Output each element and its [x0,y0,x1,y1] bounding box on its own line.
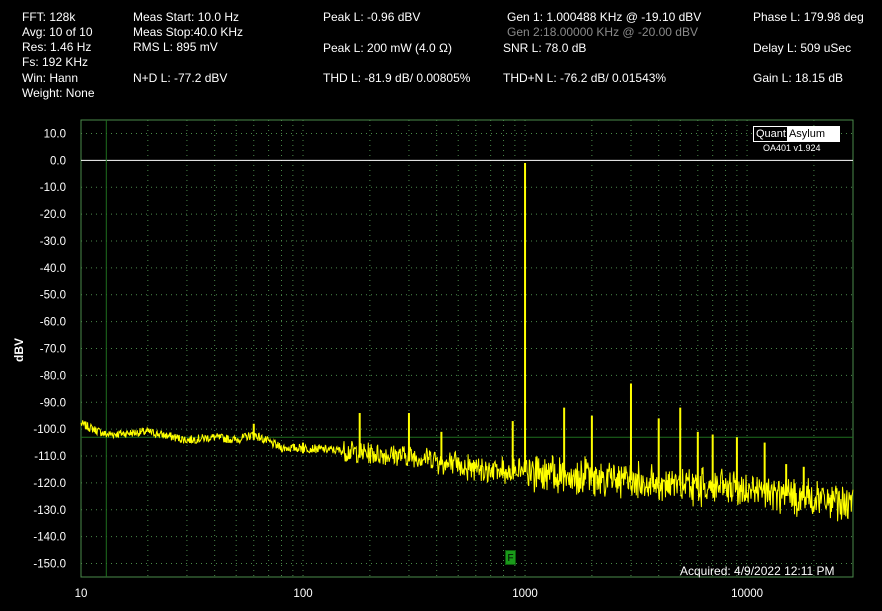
quantasylum-logo: Quant Asylum [753,126,840,142]
thd-label: THD L: -81.9 dB/ 0.00805% [323,71,471,85]
y-tick-label: -80.0 [40,370,66,382]
y-tick-label: -110.0 [34,451,66,463]
gen2-label: Gen 2:18.00000 KHz @ -20.00 dBV [507,25,698,39]
noise-floor-trace [80,420,854,522]
y-tick-label: 10.0 [44,128,66,140]
y-tick-label: -120.0 [33,478,66,490]
y-tick-label: -40.0 [40,263,66,275]
x-tick-label: 1000 [512,588,538,600]
x-tick-label: 100 [293,588,312,600]
y-tick-label: 0.0 [50,155,66,167]
x-tick-label: 10 [75,588,88,600]
y-tick-label: -60.0 [40,317,66,329]
phase-label: Phase L: 179.98 deg [753,10,864,24]
peak-dbv-label: Peak L: -0.96 dBV [323,10,421,24]
y-tick-label: -10.0 [40,182,66,194]
thd-n-label: THD+N L: -76.2 dB/ 0.01543% [503,71,667,85]
y-tick-label: -150.0 [33,559,66,571]
noise-distortion-label: N+D L: -77.2 dBV [133,71,228,85]
fft-size-label: FFT: 128k [22,10,76,24]
gen1-label: Gen 1: 1.000488 KHz @ -19.10 dBV [507,10,702,24]
logo-part2: Asylum [786,127,839,141]
y-tick-label: -90.0 [40,397,66,409]
acquired-timestamp: Acquired: 4/9/2022 12:11 PM [680,564,835,578]
fundamental-marker[interactable]: F [505,550,516,565]
logo-part1: Quant [754,127,787,141]
delay-label: Delay L: 509 uSec [753,41,852,55]
y-tick-label: -130.0 [33,505,66,517]
snr-label: SNR L: 78.0 dB [503,41,587,55]
y-tick-labels: 10.0 0.0 -10.0 -20.0 -30.0 -40.0 -50.0 -60.0 -70… [33,128,66,570]
meas-start-label: Meas Start: 10.0 Hz [133,10,240,24]
y-tick-label: -100.0 [33,424,66,436]
peak-power-label: Peak L: 200 mW (4.0 Ω) [323,41,453,55]
y-tick-label: -30.0 [40,236,66,248]
sample-rate-label: Fs: 192 KHz [22,55,89,69]
traces [80,163,854,522]
averaging-label: Avg: 10 of 10 [22,25,93,39]
x-tick-labels: 10 100 1000 10000 [75,588,763,600]
version-label: OA401 v1.924 [763,143,821,153]
y-tick-label: -70.0 [40,344,66,356]
weighting-label: Weight: None [22,86,95,100]
y-tick-label: -50.0 [40,290,66,302]
grid [80,119,854,578]
window-label: Win: Hann [22,71,79,85]
y-tick-label: -20.0 [40,209,66,221]
meas-stop-label: Meas Stop:40.0 KHz [133,25,244,39]
x-tick-label: 10000 [731,588,763,600]
y-tick-label: -140.0 [33,532,66,544]
rms-label: RMS L: 895 mV [133,40,218,54]
resolution-label: Res: 1.46 Hz [22,40,92,54]
gain-label: Gain L: 18.15 dB [753,71,844,85]
